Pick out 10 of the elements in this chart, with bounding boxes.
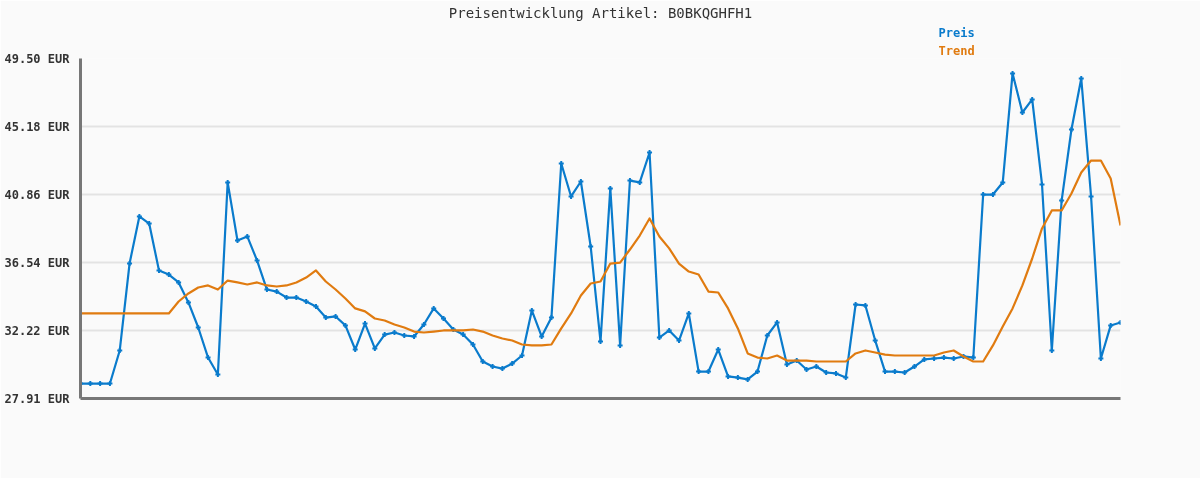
text: Preis <box>938 25 975 40</box>
y-tick-label: 32.22 EUR <box>4 323 71 338</box>
y-tick-label: 27.91 EUR <box>4 391 71 406</box>
chart-title: Preisentwicklung Artikel: B0BKQGHFH1 <box>448 4 753 21</box>
line-series <box>80 159 1121 363</box>
y-tick-label: 49.50 EUR <box>4 51 71 66</box>
y-tick-label: 45.18 EUR <box>4 119 71 134</box>
y-tick-label: 36.54 EUR <box>4 255 71 270</box>
y-tick-label: 40.86 EUR <box>4 187 71 202</box>
text: Trend <box>938 43 975 58</box>
